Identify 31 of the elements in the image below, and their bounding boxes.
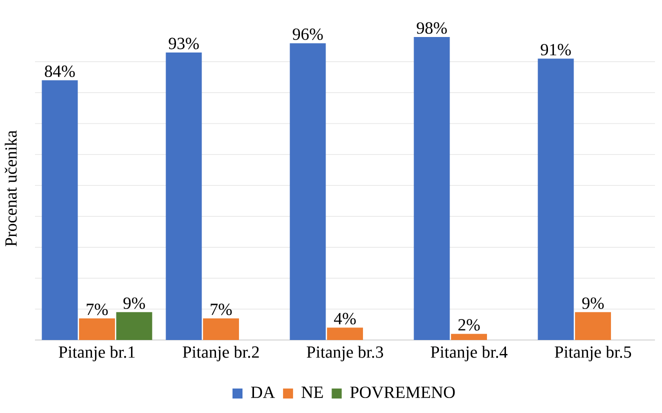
bar	[327, 328, 363, 340]
x-tick-label: Pitanje br.1	[58, 346, 135, 362]
data-label: 93%	[168, 38, 199, 50]
legend-label: DA	[250, 386, 275, 398]
data-label: 91%	[540, 44, 571, 56]
bar	[166, 52, 202, 340]
bar	[290, 43, 326, 340]
x-tick-label: Pitanje br.3	[306, 346, 384, 362]
x-tick-label: Pitanje br.5	[554, 346, 632, 362]
data-label: 96%	[292, 28, 323, 40]
y-axis-title: Procenat učenika	[4, 130, 17, 246]
data-label: 7%	[86, 304, 108, 316]
bar	[451, 334, 487, 340]
data-label: 9%	[582, 297, 604, 309]
data-label: 9%	[123, 297, 145, 309]
bar	[42, 80, 78, 340]
data-label: 98%	[416, 22, 447, 34]
x-tick-label: Pitanje br.4	[430, 346, 508, 362]
bar	[538, 58, 574, 340]
data-label: 4%	[334, 312, 356, 324]
bar	[575, 312, 611, 340]
bar	[116, 312, 152, 340]
legend-label: POVREMENO	[350, 386, 455, 398]
bar	[203, 318, 239, 340]
x-tick-label: Pitanje br.2	[182, 346, 259, 362]
data-label: 7%	[210, 304, 232, 316]
legend-label: NE	[302, 386, 323, 398]
bar	[414, 37, 450, 340]
data-label: 84%	[44, 66, 75, 78]
bar	[79, 318, 115, 340]
data-label: 2%	[458, 319, 480, 331]
